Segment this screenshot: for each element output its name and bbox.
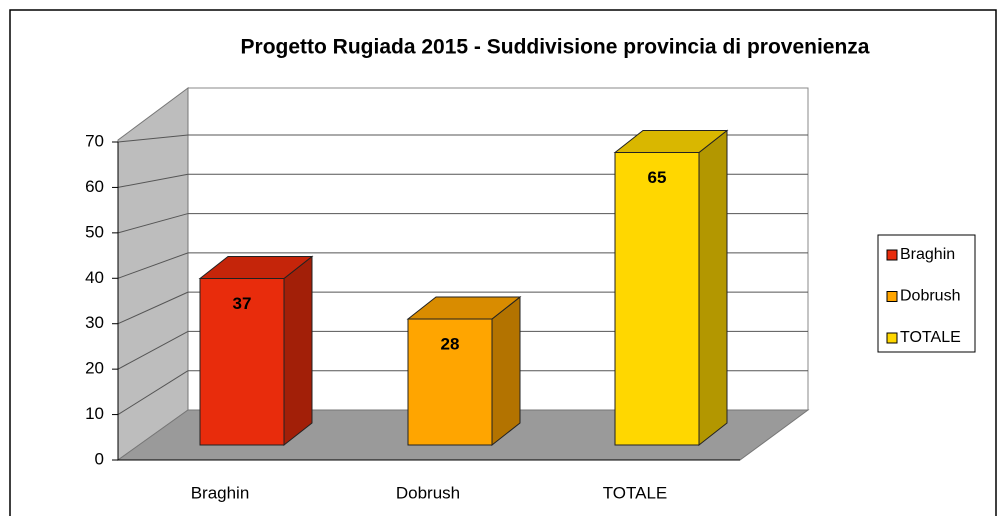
data-label: 65 [648,168,667,187]
y-tick-label: 30 [85,313,104,332]
legend-swatch [886,291,898,302]
bar [199,278,285,446]
x-tick-label: Braghin [191,483,250,502]
grid-line [117,330,189,370]
y-tick-label: 0 [95,449,104,468]
x-tick-label: TOTALE [603,483,668,502]
y-tick-label: 70 [85,131,104,150]
bar-side [283,255,313,447]
grid-line [117,213,189,234]
grid-line [117,370,189,415]
grid-line [117,134,189,143]
data-label: 37 [233,294,252,313]
bar [614,152,700,446]
bar-side [491,295,521,447]
grid-line [117,252,189,279]
bar-side [698,129,728,447]
data-label: 28 [441,334,460,353]
legend-label: Dobrush [900,288,960,305]
y-tick-label: 60 [85,177,104,196]
bar [407,318,493,446]
chart-title: Progetto Rugiada 2015 - Suddivisione pro… [241,36,870,59]
grid-line [117,173,189,188]
y-tick-label: 10 [85,404,104,423]
y-tick-label: 40 [85,268,104,287]
x-tick-label: Dobrush [396,483,460,502]
grid-line [117,291,189,325]
y-tick-label: 20 [85,359,104,378]
legend-label: TOTALE [900,329,961,346]
legend-label: Braghin [900,246,955,263]
legend-swatch [886,332,898,344]
y-tick-label: 50 [85,222,104,241]
legend-swatch [886,249,898,261]
